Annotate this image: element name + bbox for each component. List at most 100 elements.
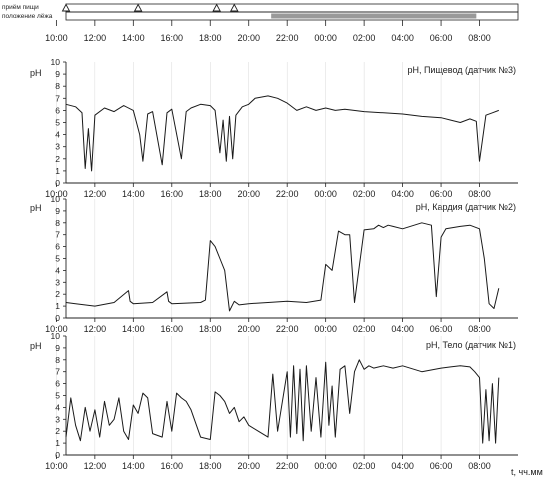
ph-trace (65, 359, 500, 444)
y-tick-label: 9 (55, 69, 60, 79)
x-tick-label: 14:00 (122, 461, 145, 471)
x-tick-label: 12:00 (84, 324, 107, 334)
y-tick-label: 6 (55, 105, 60, 115)
y-tick-label: 9 (55, 343, 60, 353)
panel-esophagus: pH pH, Пищевод (датчик №3) 0 1 2 3 4 5 6 7 8 9 10 1… (30, 57, 518, 199)
time-tick-label: 18:00 (199, 33, 222, 43)
y-tick-label: 10 (51, 331, 61, 341)
time-tick-label: 00:00 (314, 33, 337, 43)
y-axis-label: pH (30, 341, 42, 351)
y-tick-label: 2 (55, 154, 60, 164)
meal-marker (61, 3, 71, 12)
y-tick-label: 1 (55, 301, 60, 311)
time-tick-label: 14:00 (122, 33, 145, 43)
y-tick-label: 2 (55, 289, 60, 299)
supine-label: положение лёжа (2, 13, 53, 20)
meals-row (65, 3, 519, 13)
x-tick-label: 18:00 (199, 461, 222, 471)
x-tick-label: 14:00 (122, 189, 145, 199)
y-tick-label: 5 (55, 254, 60, 264)
meal-marker (212, 3, 221, 12)
time-tick-label: 20:00 (237, 33, 260, 43)
x-tick-label: 18:00 (199, 189, 222, 199)
time-tick-label: 12:00 (84, 33, 107, 43)
y-tick-label: 3 (55, 277, 60, 287)
y-tick-label: 3 (55, 414, 60, 424)
x-tick-label: 16:00 (161, 189, 184, 199)
x-tick-label: 00:00 (314, 461, 337, 471)
ph-trace (65, 222, 500, 312)
x-tick-label: 06:00 (430, 461, 453, 471)
x-tick-label: 22:00 (276, 461, 299, 471)
x-axis-label: t, чч.мм (511, 467, 543, 477)
y-tick-label: 0 (55, 450, 60, 460)
meal-marker (133, 3, 143, 12)
x-tick-label: 10:00 (45, 324, 68, 334)
x-tick-label: 22:00 (276, 189, 299, 199)
panel-title: pH, Кардия (датчик №2) (416, 202, 516, 212)
y-tick-label: 7 (55, 367, 60, 377)
y-tick-label: 7 (55, 230, 60, 240)
y-axis-label: pH (30, 68, 42, 78)
x-tick-label: 04:00 (391, 324, 414, 334)
x-tick-label: 06:00 (430, 189, 453, 199)
x-tick-label: 02:00 (353, 324, 376, 334)
x-tick-label: 06:00 (430, 324, 453, 334)
x-tick-label: 10:00 (45, 189, 68, 199)
y-tick-label: 8 (55, 218, 60, 228)
y-tick-label: 9 (55, 206, 60, 216)
x-tick-label: 08:00 (468, 461, 491, 471)
x-tick-label: 00:00 (314, 324, 337, 334)
time-tick-label: 06:00 (430, 33, 453, 43)
x-tick-label: 18:00 (199, 324, 222, 334)
x-tick-label: 12:00 (84, 461, 107, 471)
y-tick-label: 10 (51, 194, 61, 204)
x-tick-label: 12:00 (84, 189, 107, 199)
supine-period-bar (271, 13, 477, 19)
y-tick-label: 4 (55, 402, 60, 412)
time-tick-label: 08:00 (468, 33, 491, 43)
panel-cardia: pH pH, Кардия (датчик №2) 0 1 2 3 45 6 7 8 9 10 12… (30, 194, 518, 334)
y-tick-label: 6 (55, 379, 60, 389)
y-tick-label: 4 (55, 130, 60, 140)
x-tick-label: 14:00 (122, 324, 145, 334)
panel-body: pH pH, Тело (датчик №1) 0 1 2 3 45 6 7 8 9 10 12:0… (30, 331, 518, 471)
x-tick-label: 22:00 (276, 324, 299, 334)
y-tick-label: 2 (55, 426, 60, 436)
y-tick-label: 3 (55, 142, 60, 152)
time-tick-label: 16:00 (161, 33, 184, 43)
y-tick-label: 0 (55, 313, 60, 323)
plot-area: 0 1 2 3 45 6 7 8 9 10 12:00 14:00 16:00 18:00 20:00 22:… (45, 194, 518, 334)
x-tick-label: 20:00 (237, 324, 260, 334)
meal-markers (61, 3, 239, 12)
time-tick-label: 04:00 (391, 33, 414, 43)
x-tick-label: 04:00 (391, 189, 414, 199)
y-tick-label: 4 (55, 265, 60, 275)
x-tick-label: 00:00 (314, 189, 337, 199)
y-tick-label: 7 (55, 93, 60, 103)
y-tick-label: 5 (55, 118, 60, 128)
y-tick-label: 1 (55, 438, 60, 448)
x-tick-label: 02:00 (353, 189, 376, 199)
y-tick-label: 6 (55, 242, 60, 252)
x-tick-label: 16:00 (161, 324, 184, 334)
meals-label: приём пищи (2, 4, 39, 11)
strip-time-axis: 12:00 14:00 16:00 18:00 20:00 22:00 00:00 02:00… (45, 20, 491, 43)
supine-row (65, 11, 519, 21)
panel-title: pH, Пищевод (датчик №3) (407, 65, 516, 75)
y-tick-label: 10 (51, 57, 61, 67)
x-tick-label: 16:00 (161, 461, 184, 471)
x-tick-label: 08:00 (468, 324, 491, 334)
x-tick-label: 20:00 (237, 461, 260, 471)
event-strip: приём пищи положение лёжа 12:00 14:00 16:0… (2, 3, 519, 43)
meal-marker (230, 3, 239, 12)
time-tick-label: 22:00 (276, 33, 299, 43)
x-tick-label: 04:00 (391, 461, 414, 471)
y-tick-label: 1 (55, 166, 60, 176)
time-tick-label: 10:00 (45, 33, 68, 43)
y-axis-label: pH (30, 203, 42, 213)
ph-trace (65, 95, 499, 172)
